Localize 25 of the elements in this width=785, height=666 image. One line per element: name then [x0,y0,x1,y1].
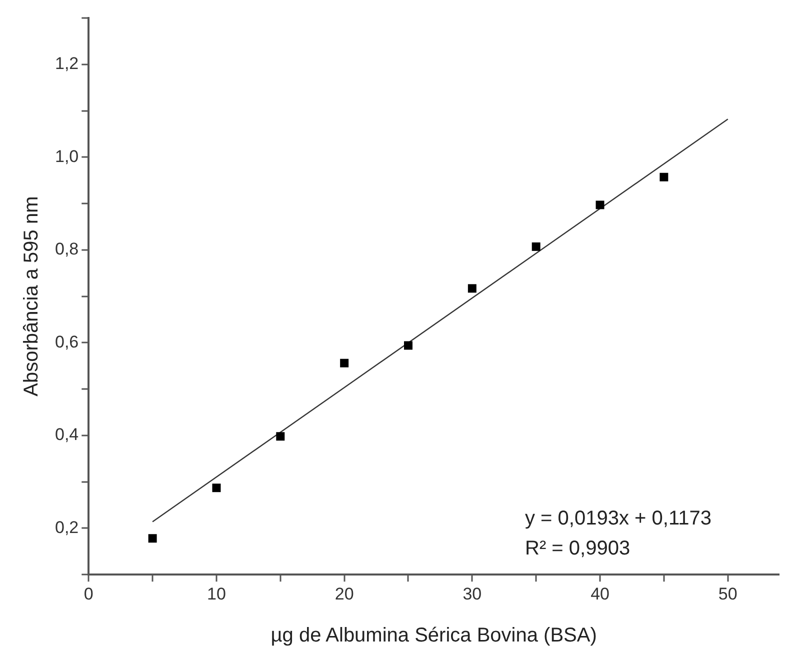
x-tick-label: 40 [590,584,610,604]
point [532,242,540,251]
point [276,432,285,441]
point [468,284,476,293]
y-tick-label: 0,4 [54,425,79,444]
x-tick-label: 50 [718,584,738,604]
annotation: y = 0,0193x + 0,1173 [525,508,712,530]
point [148,534,157,543]
x-tick-label: 10 [207,584,226,604]
point [340,358,349,368]
y-tick-label: 1,0 [54,146,79,166]
y-tick-label: 0,8 [54,240,79,259]
x-tick-label: 20 [334,584,354,604]
y-tick-label: 1,2 [54,54,79,74]
y-axis-title: Absorbância a 595 nm [20,196,43,396]
x-tick-label: 30 [462,584,482,604]
annotation: R² = 0,9903 [525,538,630,560]
y-tick-label: 0,2 [54,518,79,537]
x-axis-title: µg de Albumina Sérica Bovina (BSA) [270,624,597,647]
point [404,341,412,350]
point [212,484,221,492]
y-tick-label: 0,6 [54,332,79,352]
point [660,172,668,182]
x-tick-label: 0 [84,584,94,604]
point [596,200,604,210]
